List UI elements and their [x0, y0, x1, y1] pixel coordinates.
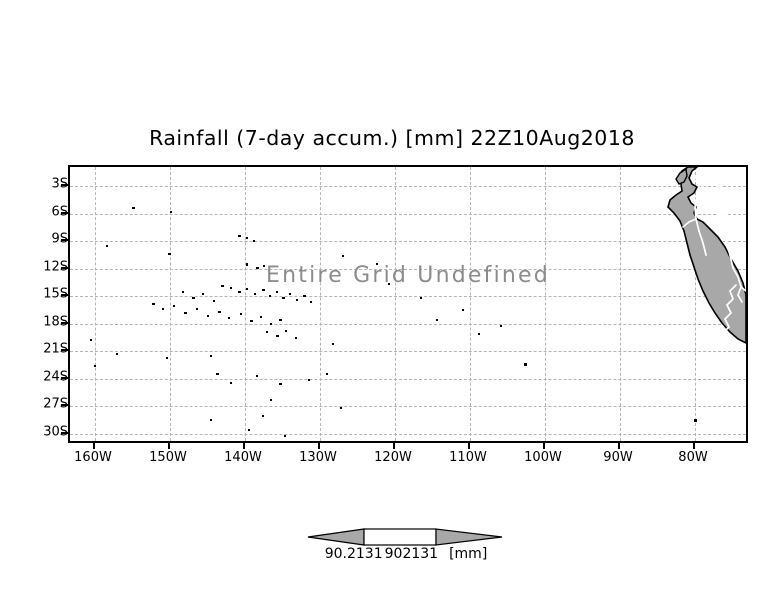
gridline-vertical	[395, 167, 396, 441]
plot-area[interactable]: Entire Grid Undefined	[68, 165, 748, 443]
x-tick	[393, 443, 395, 449]
x-tick	[318, 443, 320, 449]
gridline-horizontal	[70, 296, 746, 297]
colorbar-center-box[interactable]	[363, 528, 437, 546]
y-tick	[61, 184, 68, 186]
page-title: Rainfall (7-day accum.) [mm] 22Z10Aug201…	[149, 126, 635, 150]
gridline-horizontal	[70, 351, 746, 352]
x-axis-label: 100W	[524, 450, 562, 465]
x-axis-label: 110W	[449, 450, 487, 465]
y-tick	[61, 349, 68, 351]
gridline-horizontal	[70, 324, 746, 325]
y-axis-label: 6S	[51, 204, 68, 220]
y-tick	[61, 267, 68, 269]
gridline-vertical	[620, 167, 621, 441]
gridline-vertical	[95, 167, 96, 441]
y-tick	[61, 377, 68, 379]
gridline-horizontal	[70, 379, 746, 380]
y-tick	[61, 404, 68, 406]
colorbar-right-arrow[interactable]	[435, 528, 503, 546]
gridline-horizontal	[70, 214, 746, 215]
colorbar-svg[interactable]	[306, 526, 504, 548]
x-tick	[243, 443, 245, 449]
gridline-horizontal	[70, 434, 746, 435]
gridline-vertical	[470, 167, 471, 441]
gridline-horizontal	[70, 241, 746, 242]
colorbar-legend[interactable]	[306, 526, 504, 548]
x-tick	[693, 443, 695, 449]
gridline-horizontal	[70, 406, 746, 407]
gridline-vertical	[545, 167, 546, 441]
gridline-horizontal	[70, 186, 746, 187]
y-axis-label: 18S	[43, 314, 68, 330]
gridlines	[70, 167, 746, 441]
map-overlay	[70, 167, 746, 441]
colorbar-caption: 90.2131 902131 [mm]	[286, 546, 526, 562]
colorbar-min-label: 90.2131	[324, 546, 383, 562]
south-america-landmass	[667, 167, 746, 344]
y-tick	[61, 322, 68, 324]
y-axis-label: 9S	[51, 231, 68, 247]
x-axis-label: 140W	[224, 450, 262, 465]
x-tick	[93, 443, 95, 449]
gridline-horizontal	[70, 269, 746, 270]
y-tick	[61, 239, 68, 241]
x-axis-label: 160W	[74, 450, 112, 465]
river-network	[682, 170, 746, 334]
gridline-vertical	[695, 167, 696, 441]
colorbar-units-label: [mm]	[449, 546, 488, 562]
colorbar-left-arrow[interactable]	[307, 528, 365, 546]
coast-inlet-detail	[675, 167, 688, 185]
y-tick	[61, 432, 68, 434]
y-tick	[61, 294, 68, 296]
y-tick	[61, 212, 68, 214]
x-tick	[468, 443, 470, 449]
island-dots	[90, 207, 697, 437]
x-tick	[543, 443, 545, 449]
x-axis-label: 130W	[299, 450, 337, 465]
gridline-vertical	[170, 167, 171, 441]
y-axis-label: 24S	[43, 369, 68, 385]
gridline-vertical	[245, 167, 246, 441]
y-axis-label: 30S	[43, 424, 68, 440]
gridline-vertical	[320, 167, 321, 441]
x-axis-label: 150W	[149, 450, 187, 465]
coastline-svg	[90, 167, 746, 437]
x-axis-label: 90W	[603, 450, 633, 465]
x-axis-label: 120W	[374, 450, 412, 465]
entire-grid-undefined-message: Entire Grid Undefined	[266, 263, 550, 288]
colorbar-max-label: 902131	[384, 546, 439, 562]
x-tick	[168, 443, 170, 449]
y-axis-label: 27S	[43, 396, 68, 412]
y-axis-label: 3S	[51, 176, 68, 192]
y-axis-label: 15S	[43, 286, 68, 302]
y-axis: 3S 6S 9S 12S 15S 18S 21S 24S 27S 30S	[0, 0, 68, 612]
y-axis-label: 21S	[43, 341, 68, 357]
y-axis-label: 12S	[43, 259, 68, 275]
undefined-message-layer: Entire Grid Undefined	[70, 167, 746, 441]
x-tick	[618, 443, 620, 449]
x-axis-label: 80W	[678, 450, 708, 465]
